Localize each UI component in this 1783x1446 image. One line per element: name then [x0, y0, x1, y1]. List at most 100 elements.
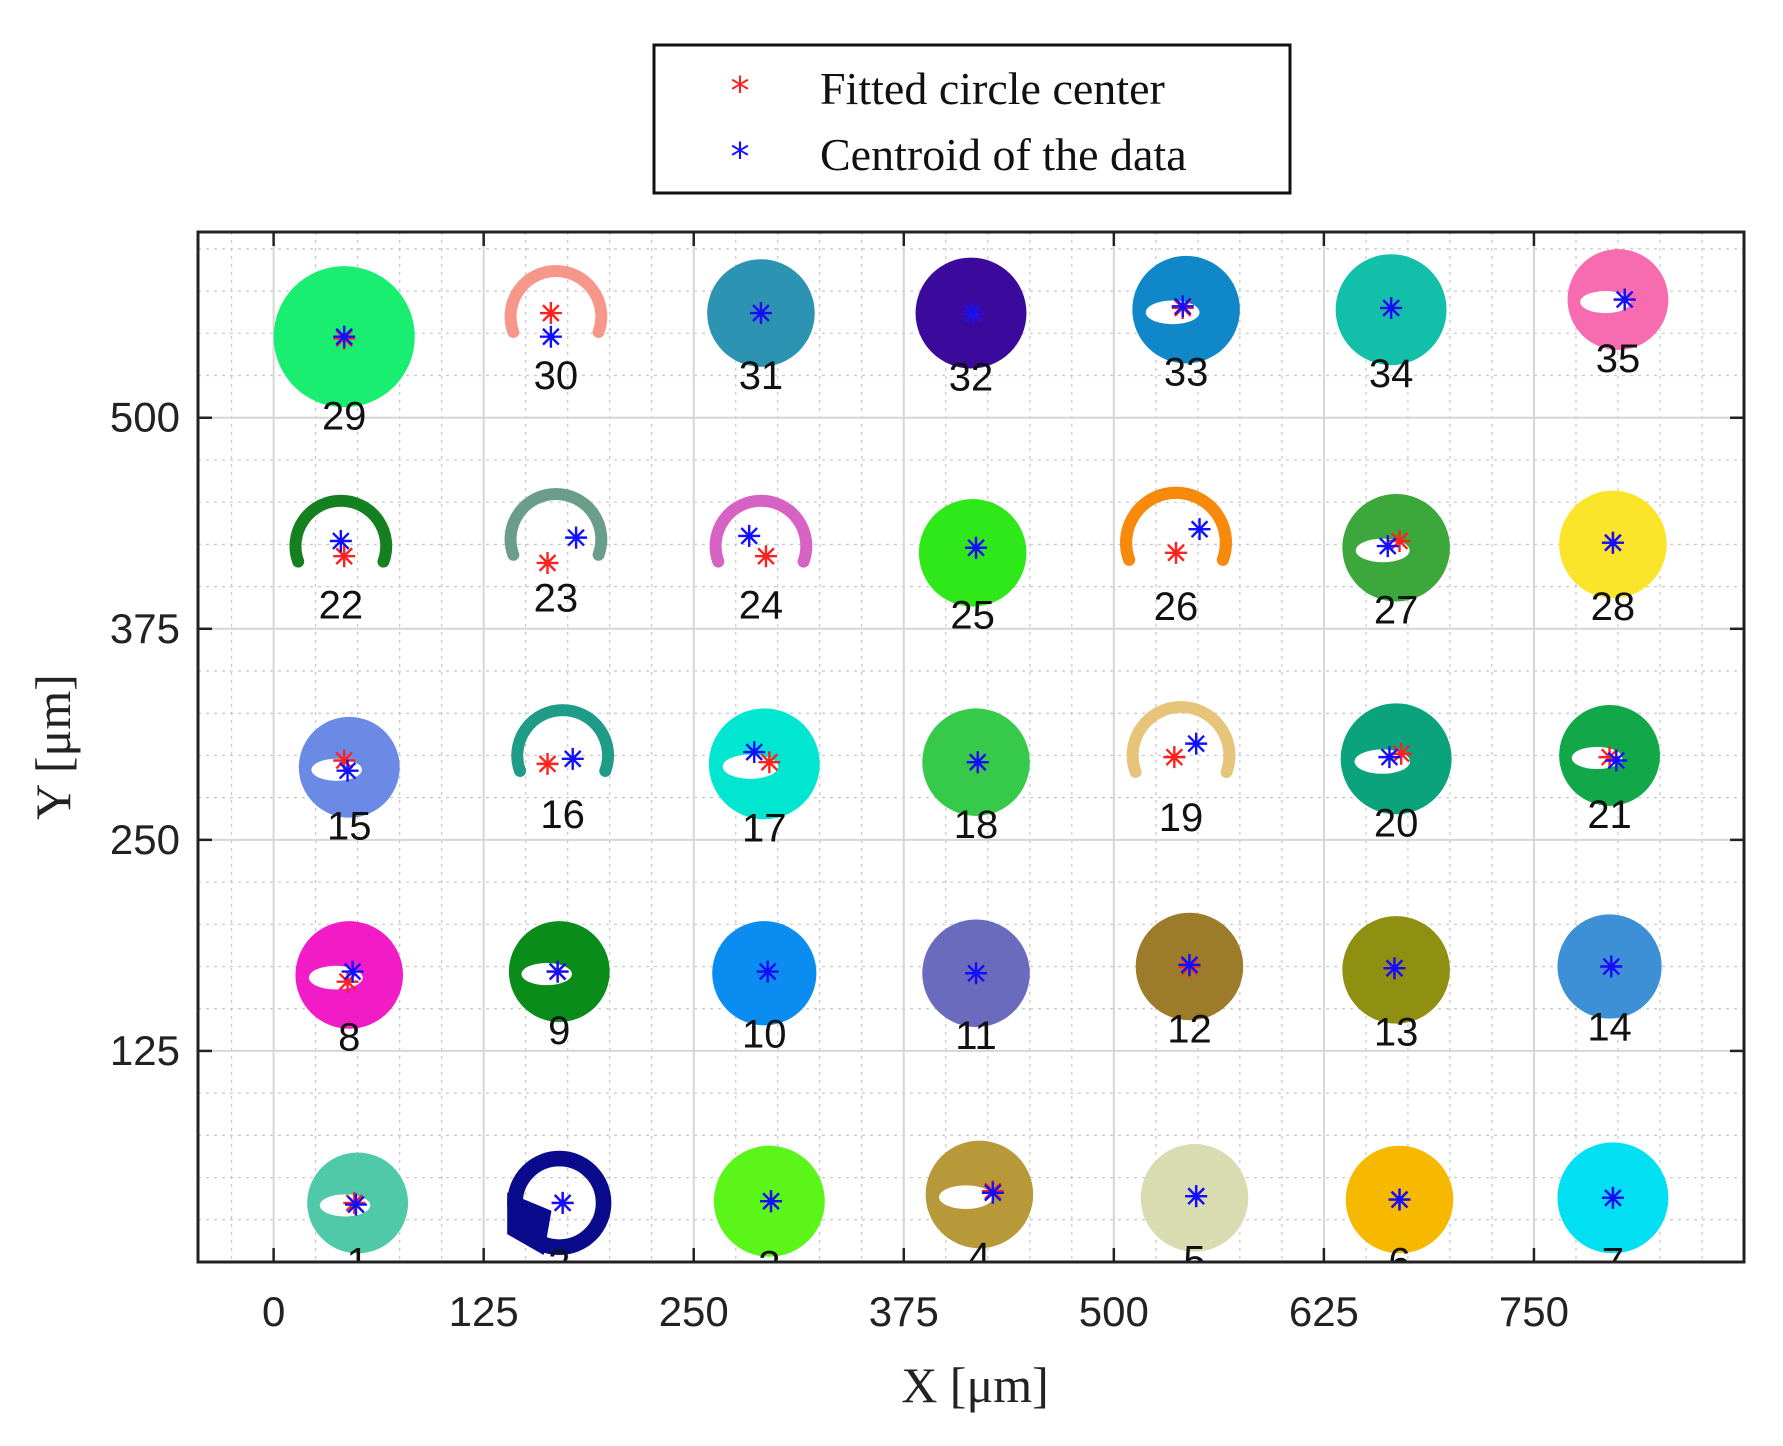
- plot-frame: [196, 230, 1746, 1264]
- blob-12: 12: [1135, 912, 1244, 1051]
- blob-21: 21: [1559, 705, 1660, 837]
- blob-shape-fill: [507, 1192, 552, 1255]
- centroid-marker: [1380, 296, 1403, 319]
- blob-34: 34: [1335, 254, 1447, 396]
- blob-31: 31: [707, 259, 815, 398]
- blob-number-label: 8: [338, 1016, 360, 1060]
- centroid-marker: [546, 960, 569, 983]
- blob-number-label: 16: [540, 793, 585, 837]
- blob-gap: [939, 1185, 993, 1209]
- blob-24: 24: [709, 494, 813, 627]
- centroid-marker: [756, 960, 779, 983]
- blob-number-label: 24: [739, 583, 784, 627]
- blob-shape: [504, 487, 608, 561]
- x-tick-label: 625: [1289, 1288, 1359, 1335]
- blob-number-label: 3: [758, 1244, 780, 1288]
- blob-30: 30: [504, 265, 608, 398]
- blob-6: 6: [1345, 1145, 1454, 1262]
- y-tick-label: 500: [110, 394, 180, 441]
- fitted-center-marker: [1390, 742, 1413, 765]
- x-tick-label: 500: [1079, 1288, 1149, 1335]
- fitted-center-marker: [1163, 746, 1186, 769]
- blob-3: 3: [713, 1145, 825, 1288]
- centroid-marker: [565, 526, 588, 549]
- blob-number-label: 15: [327, 805, 372, 849]
- blob-number-label: 18: [954, 803, 999, 847]
- blob-number-label: 10: [742, 1012, 787, 1056]
- blob-17: 17: [708, 708, 820, 850]
- legend-box: [652, 43, 1292, 195]
- blob-1: 1: [307, 1152, 409, 1284]
- blob-number-label: 20: [1374, 801, 1419, 845]
- fitted-center-marker: [758, 751, 781, 774]
- blob-number-label: 21: [1587, 793, 1632, 837]
- blob-5: 5: [1140, 1144, 1249, 1283]
- centroid-marker: [738, 524, 761, 547]
- blob-shape: [1120, 486, 1233, 566]
- blob-number-label: 27: [1374, 589, 1419, 633]
- x-tick-labels: 0 125 250 375 500 625 750: [262, 1288, 1569, 1335]
- blob-7: 7: [1557, 1142, 1669, 1284]
- blob-29: 29: [273, 266, 415, 438]
- blob-number-label: 33: [1164, 350, 1209, 394]
- blob-number-label: 25: [950, 594, 995, 638]
- blob-number-label: 17: [742, 806, 787, 850]
- blob-number-label: 1: [347, 1240, 369, 1284]
- blob-9: 9: [508, 921, 610, 1053]
- centroid-marker: [1383, 957, 1406, 980]
- blob-number-label: 14: [1587, 1006, 1632, 1050]
- blob-16: 16: [511, 704, 615, 837]
- centroid-marker: [1188, 518, 1211, 541]
- centroid-marker: [539, 325, 562, 348]
- fitted-center-marker: [333, 545, 356, 568]
- blob-number-label: 22: [319, 583, 364, 627]
- x-tick-label: 750: [1499, 1288, 1569, 1335]
- blob-10: 10: [712, 921, 817, 1056]
- blob-32: 32: [915, 257, 1027, 400]
- centroid-marker: [965, 962, 988, 985]
- fitted-center-marker: [1165, 541, 1188, 564]
- blob-number-label: 34: [1369, 352, 1414, 396]
- x-axis-title: X [μm]: [901, 1357, 1049, 1413]
- blob-20: 20: [1340, 703, 1452, 845]
- blob-22: 22: [289, 494, 393, 627]
- y-axis-title: Y [μm]: [25, 674, 81, 820]
- blob-18: 18: [922, 708, 1030, 847]
- legend-marker-fitted: *: [731, 69, 750, 113]
- centroid-marker: [1601, 1186, 1624, 1209]
- fitted-center-marker: [1388, 530, 1411, 552]
- fitted-center-marker: [1598, 746, 1621, 769]
- blob-number-label: 26: [1154, 585, 1199, 629]
- centroid-marker: [1185, 1185, 1208, 1208]
- blob-number-label: 23: [534, 577, 579, 621]
- centroid-marker: [551, 1191, 574, 1214]
- legend-marker-centroid: *: [731, 135, 750, 179]
- fitted-center-marker: [539, 302, 562, 325]
- blob-15: 15: [298, 716, 400, 849]
- centroid-marker: [961, 302, 984, 325]
- blob-25: 25: [918, 499, 1027, 638]
- blob-number-label: 7: [1602, 1240, 1624, 1284]
- legend-label-centroid: Centroid of the data: [820, 129, 1187, 180]
- centroid-marker: [1605, 749, 1628, 772]
- blob-shape: [504, 265, 608, 338]
- major-grid: [198, 232, 1744, 1262]
- blob-number-label: 32: [949, 356, 994, 400]
- fitted-center-marker: [336, 970, 359, 993]
- centroid-marker: [1601, 531, 1624, 554]
- blob-number-label: 5: [1183, 1239, 1205, 1283]
- x-tick-label: 375: [869, 1288, 939, 1335]
- blob-shape: [289, 494, 393, 568]
- blob-gap: [722, 754, 779, 779]
- fitted-center-marker: [536, 551, 559, 574]
- centroid-marker: [760, 1190, 783, 1213]
- blob-33: 33: [1132, 255, 1240, 394]
- blob-35: 35: [1567, 249, 1669, 381]
- centroid-marker: [1600, 955, 1623, 978]
- y-tick-label: 375: [110, 605, 180, 652]
- blob-shape: [1126, 701, 1236, 778]
- blob-number-label: 31: [739, 354, 784, 398]
- blob-number-label: 35: [1596, 337, 1641, 381]
- centroid-marker: [743, 741, 766, 764]
